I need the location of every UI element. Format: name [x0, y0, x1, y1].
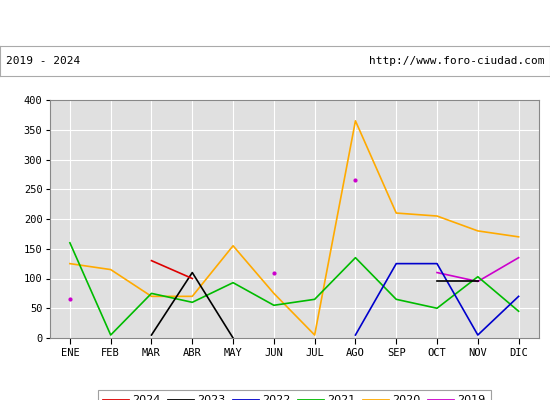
Text: Evolucion Nº Turistas Extranjeros en el municipio de La Zarza de Pumareda: Evolucion Nº Turistas Extranjeros en el … [1, 16, 549, 30]
Legend: 2024, 2023, 2022, 2021, 2020, 2019: 2024, 2023, 2022, 2021, 2020, 2019 [98, 390, 491, 400]
Text: 2019 - 2024: 2019 - 2024 [6, 56, 80, 66]
Text: http://www.foro-ciudad.com: http://www.foro-ciudad.com [369, 56, 544, 66]
